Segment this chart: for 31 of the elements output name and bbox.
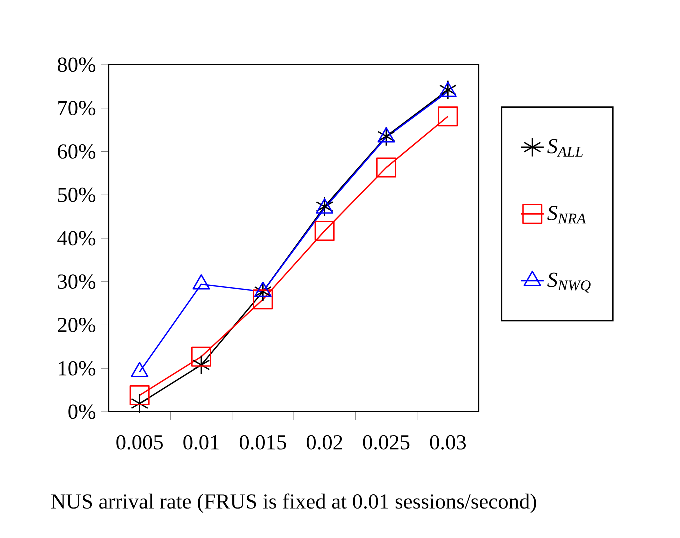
x-tick-label: 0.005 (116, 435, 163, 450)
legend-label: S$_{ALL}$ (548, 139, 583, 157)
point (438, 106, 458, 127)
x-axis-title: NUS arrival rate (FRUS is fixed at 0.01 sessions/second) (51, 494, 536, 514)
point (439, 80, 457, 100)
y-tick-label: 30% (58, 274, 96, 290)
point (192, 355, 210, 376)
point (130, 386, 150, 406)
x-tick-label: 0.01 (184, 435, 219, 450)
y-tick-label: 10% (59, 361, 96, 376)
x-tick-label: 0.02 (306, 435, 342, 450)
x-tick-label: 0.025 (363, 435, 410, 450)
point (253, 290, 274, 310)
point (254, 282, 272, 302)
point (131, 394, 149, 414)
y-tick-label: 80% (58, 58, 96, 72)
legend-label: S$_{NRA}$ (548, 206, 586, 224)
y-tick-label: 60% (58, 144, 96, 159)
point (376, 158, 397, 178)
point (314, 221, 335, 242)
y-tick-label: 40% (58, 231, 96, 246)
y-tick-label: 0% (68, 404, 96, 420)
y-tick-label: 50% (58, 188, 96, 202)
y-tick-label: 20% (58, 318, 96, 332)
point (316, 196, 334, 217)
y-tick-label: 70% (58, 101, 96, 116)
x-tick-label: 0.03 (430, 435, 466, 450)
point (378, 126, 396, 147)
legend-label: S$_{NWQ}$ (548, 272, 591, 293)
point (192, 346, 212, 367)
x-tick-label: 0.015 (240, 435, 286, 450)
